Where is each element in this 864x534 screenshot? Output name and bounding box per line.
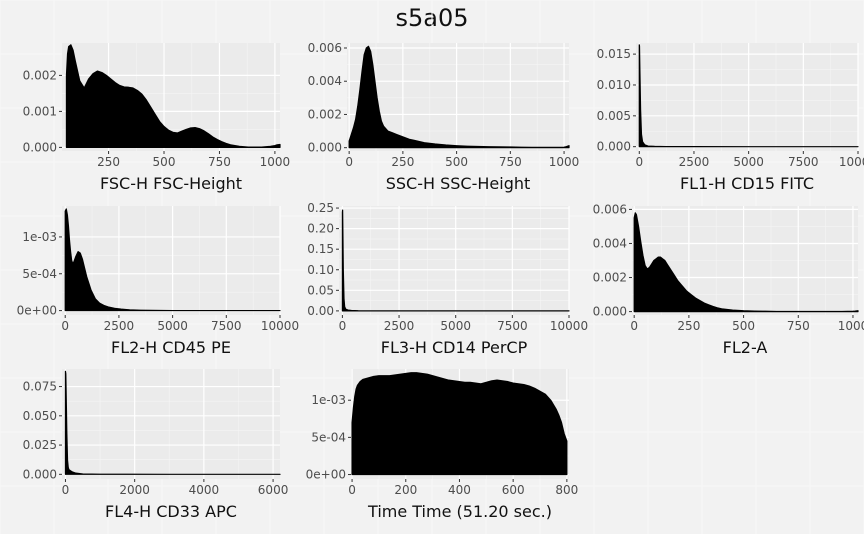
y-tick-label: 0.10 bbox=[307, 263, 334, 277]
density-area bbox=[638, 44, 859, 148]
density-area bbox=[348, 45, 570, 149]
x-axis-title: FL2-A bbox=[723, 338, 768, 357]
y-tick-label: 0.050 bbox=[23, 409, 57, 423]
x-tick-label: 10000 bbox=[261, 319, 299, 333]
x-tick-label: 750 bbox=[208, 155, 231, 169]
x-axis-title: SSC-H SSC-Height bbox=[386, 174, 531, 193]
x-tick-label: 1000 bbox=[549, 155, 580, 169]
panel-background bbox=[636, 43, 858, 151]
y-tick-label: 0e+00 bbox=[17, 304, 57, 318]
y-tick-label: 0.000 bbox=[23, 467, 57, 481]
y-tick-label: 0.002 bbox=[23, 68, 57, 82]
panel-background bbox=[339, 206, 569, 315]
x-tick-label: 6000 bbox=[258, 483, 289, 497]
x-tick-label: 0 bbox=[61, 319, 69, 333]
x-tick-label: 600 bbox=[502, 483, 525, 497]
density-area bbox=[633, 212, 859, 313]
y-tick-label: 0.002 bbox=[308, 107, 342, 121]
x-tick-label: 4000 bbox=[189, 483, 220, 497]
x-tick-label: 250 bbox=[677, 319, 700, 333]
x-tick-label: 0 bbox=[348, 483, 356, 497]
x-axis-title: FL1-H CD15 FITC bbox=[680, 174, 814, 193]
x-tick-label: 0 bbox=[339, 319, 347, 333]
y-tick-label: 0.25 bbox=[307, 201, 334, 215]
y-tick-label: 0.15 bbox=[307, 242, 334, 256]
y-tick-label: 0.006 bbox=[308, 41, 342, 55]
x-tick-label: 750 bbox=[499, 155, 522, 169]
x-tick-label: 0 bbox=[62, 483, 70, 497]
panel-6: 0 250 500 750 1000 0.000 0.002 0.004 0.006 FL2-A bbox=[593, 202, 864, 357]
y-tick-label: 0.002 bbox=[593, 271, 627, 285]
x-tick-label: 7500 bbox=[211, 319, 242, 333]
y-tick-label: 0.20 bbox=[307, 222, 334, 236]
y-tick-label: 0.000 bbox=[23, 140, 57, 154]
y-tick-label: 5e-04 bbox=[22, 267, 57, 281]
panel-background bbox=[62, 206, 280, 315]
y-tick-label: 0.025 bbox=[23, 438, 57, 452]
x-tick-label: 7500 bbox=[497, 319, 528, 333]
y-tick-label: 0.001 bbox=[23, 104, 57, 118]
x-tick-label: 800 bbox=[555, 483, 578, 497]
x-tick-label: 1000 bbox=[838, 319, 864, 333]
y-tick-label: 1e-03 bbox=[311, 393, 346, 407]
x-tick-label: 2500 bbox=[104, 319, 135, 333]
y-tick-label: 0.000 bbox=[597, 140, 631, 154]
x-tick-label: 2500 bbox=[679, 155, 710, 169]
y-tick-label: 0.05 bbox=[307, 283, 334, 297]
x-tick-label: 0 bbox=[630, 319, 638, 333]
x-tick-label: 250 bbox=[391, 155, 414, 169]
x-tick-label: 10000 bbox=[550, 319, 588, 333]
panel-1: 250 500 750 1000 0.000 0.001 0.002 FSC-H FSC-He… bbox=[23, 43, 291, 193]
x-tick-label: 1000 bbox=[260, 155, 291, 169]
x-axis-title: FL3-H CD14 PerCP bbox=[381, 338, 528, 357]
y-tick-label: 0.004 bbox=[308, 74, 342, 88]
panel-7: 0 2000 4000 6000 0.000 0.025 0.050 0.075 FL4-H C… bbox=[23, 369, 289, 521]
y-tick-label: 0.00 bbox=[307, 304, 334, 318]
y-tick-label: 0.004 bbox=[593, 236, 627, 250]
density-area bbox=[341, 209, 570, 312]
x-tick-label: 500 bbox=[153, 155, 176, 169]
y-tick-label: 1e-03 bbox=[22, 230, 57, 244]
density-area bbox=[351, 372, 568, 476]
y-tick-label: 0.005 bbox=[597, 109, 631, 123]
x-tick-label: 750 bbox=[787, 319, 810, 333]
y-tick-label: 5e-04 bbox=[311, 430, 346, 444]
x-tick-label: 10000 bbox=[839, 155, 864, 169]
x-tick-label: 7500 bbox=[788, 155, 819, 169]
x-tick-label: 250 bbox=[97, 155, 120, 169]
x-tick-label: 500 bbox=[732, 319, 755, 333]
x-tick-label: 2500 bbox=[384, 319, 415, 333]
x-axis-title: FSC-H FSC-Height bbox=[100, 174, 242, 193]
y-tick-label: 0.000 bbox=[308, 141, 342, 155]
x-tick-label: 500 bbox=[445, 155, 468, 169]
x-tick-label: 0 bbox=[635, 155, 643, 169]
x-tick-label: 400 bbox=[448, 483, 471, 497]
y-tick-label: 0.015 bbox=[597, 47, 631, 61]
y-tick-label: 0.075 bbox=[23, 380, 57, 394]
x-tick-label: 5000 bbox=[733, 155, 764, 169]
panel-5: 0 2500 5000 7500 10000 0.00 0.05 0.10 0.15 0.20 0.… bbox=[307, 201, 588, 357]
panel-3: 0 2500 5000 7500 10000 0.000 0.005 0.010 0.015 FL… bbox=[597, 43, 864, 193]
x-axis-title: FL4-H CD33 APC bbox=[105, 502, 237, 521]
density-area bbox=[65, 44, 281, 148]
panel-4: 0 2500 5000 7500 10000 0e+00 5e-04 1e-03 FL2-H C… bbox=[17, 206, 299, 357]
x-tick-label: 2000 bbox=[119, 483, 150, 497]
x-tick-label: 5000 bbox=[440, 319, 471, 333]
y-tick-label: 0.000 bbox=[593, 305, 627, 319]
x-axis-title: FL2-H CD45 PE bbox=[111, 338, 231, 357]
x-axis-title: Time Time (51.20 sec.) bbox=[367, 502, 552, 521]
panel-background bbox=[62, 369, 280, 479]
y-tick-label: 0e+00 bbox=[306, 468, 346, 482]
density-area bbox=[64, 370, 281, 475]
x-tick-label: 0 bbox=[345, 155, 353, 169]
y-tick-label: 0.006 bbox=[593, 202, 627, 216]
panel-2: 0 250 500 750 1000 0.000 0.002 0.004 0.006 SSC-H … bbox=[308, 41, 580, 193]
panel-8: 0 200 400 600 800 0e+00 5e-04 1e-03 Time Time (5… bbox=[306, 369, 578, 521]
x-tick-label: 200 bbox=[394, 483, 417, 497]
x-tick-label: 5000 bbox=[157, 319, 188, 333]
density-area bbox=[64, 208, 281, 312]
y-tick-label: 0.010 bbox=[597, 78, 631, 92]
